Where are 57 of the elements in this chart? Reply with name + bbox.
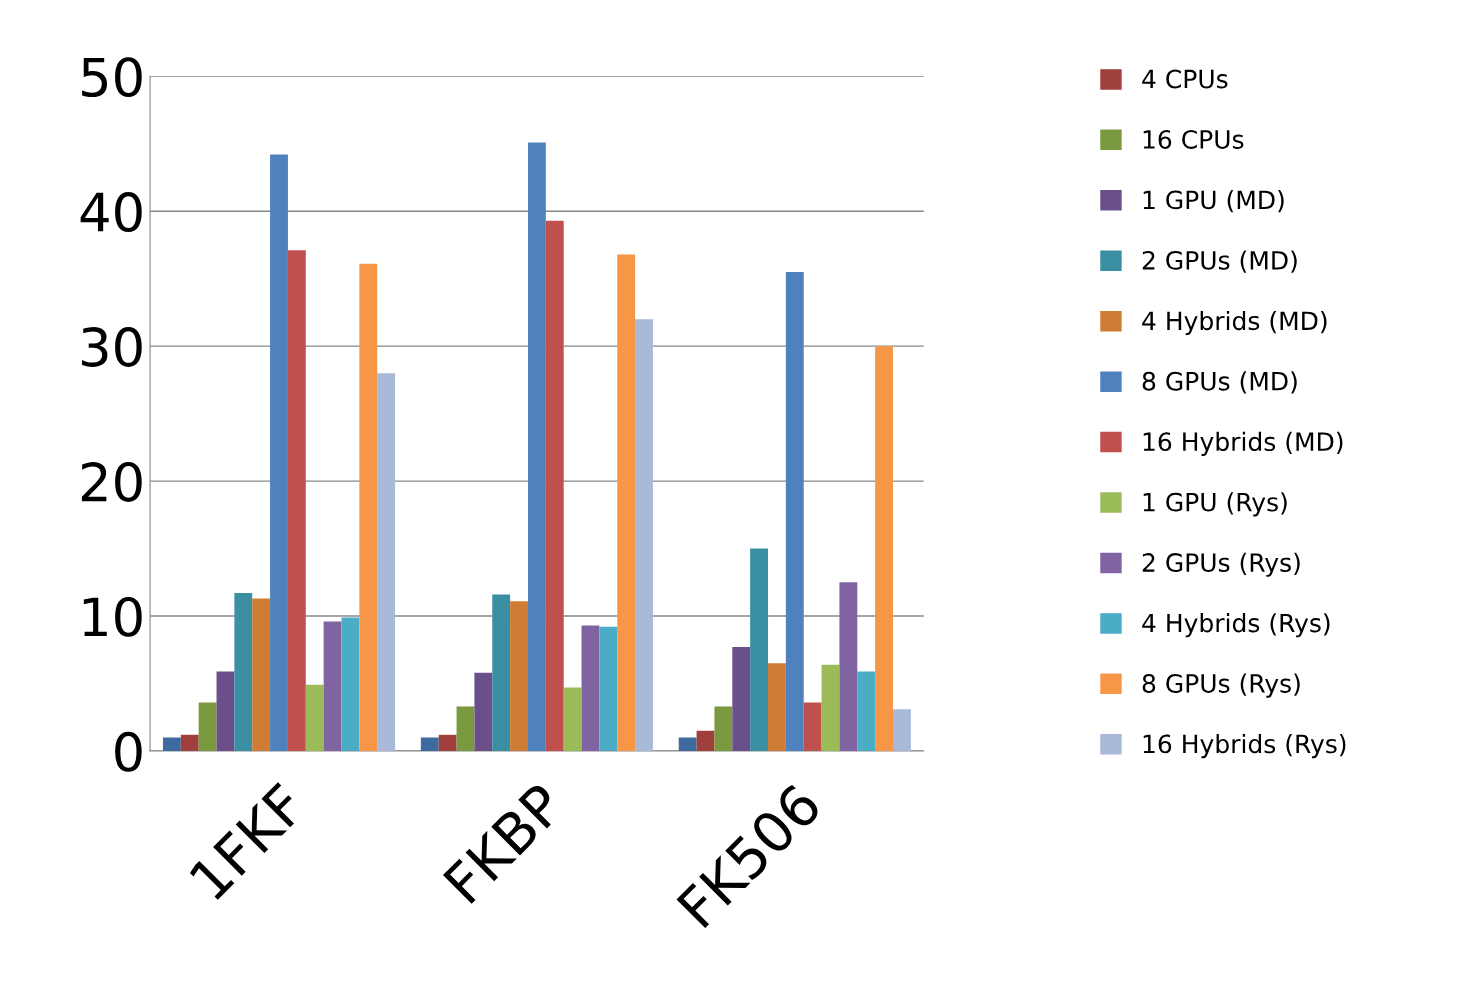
bar [839,582,858,751]
bar [456,706,475,751]
bar [563,687,582,751]
legend-label: 4 Hybrids (Rys) [1142,613,1330,638]
legend-label: 16 CPUs [1143,129,1244,149]
y-tick-label: 50 [82,57,142,98]
bar [678,737,697,751]
legend-label: 2 GPUs (MD) [1142,250,1297,273]
bar [696,730,715,751]
bar [305,684,324,751]
legend-label: 1 GPU (Rys) [1143,492,1287,517]
y-tick-label: 30 [82,327,142,367]
bar [785,271,804,751]
bar [635,319,653,751]
bar [420,737,439,751]
bar [875,346,893,751]
legend-label: 4 CPUs [1142,69,1228,89]
bar [821,664,840,751]
bar [492,594,511,751]
bar [750,548,769,751]
bar [599,626,618,751]
bar [323,621,342,751]
y-tick-label: 40 [80,192,142,233]
bar [474,672,493,751]
y-tick-label: 10 [83,596,142,637]
bar [617,254,636,751]
bar [768,663,786,751]
bar [581,625,600,751]
y-tick-label: 20 [81,462,142,502]
legend-label: 8 GPUs (Rys) [1142,673,1300,698]
bar [732,647,751,751]
legend-label: 1 GPU (MD) [1143,190,1284,213]
bar [270,154,288,751]
bar [341,617,360,751]
bar [545,220,564,751]
legend-label: 4 Hybrids (MD) [1142,310,1327,336]
bar [438,734,457,751]
bar [714,706,733,751]
bar [510,601,528,751]
legend-label: 2 GPUs (Rys) [1142,552,1300,577]
bar [234,593,253,751]
bar [803,702,822,751]
bar [287,250,306,751]
legend-label: 8 GPUs (MD) [1142,371,1297,394]
bar [359,263,378,751]
bar [527,142,546,751]
bar [198,702,217,751]
bar [857,671,876,751]
bar [377,373,396,751]
bar [180,734,199,751]
bar [216,671,235,751]
bar [252,598,271,751]
bar [162,737,181,751]
bar [892,709,911,751]
y-tick-label: 0 [115,731,142,772]
legend-label: 16 Hybrids (Rys) [1143,734,1346,759]
legend-label: 16 Hybrids (MD) [1143,431,1343,456]
